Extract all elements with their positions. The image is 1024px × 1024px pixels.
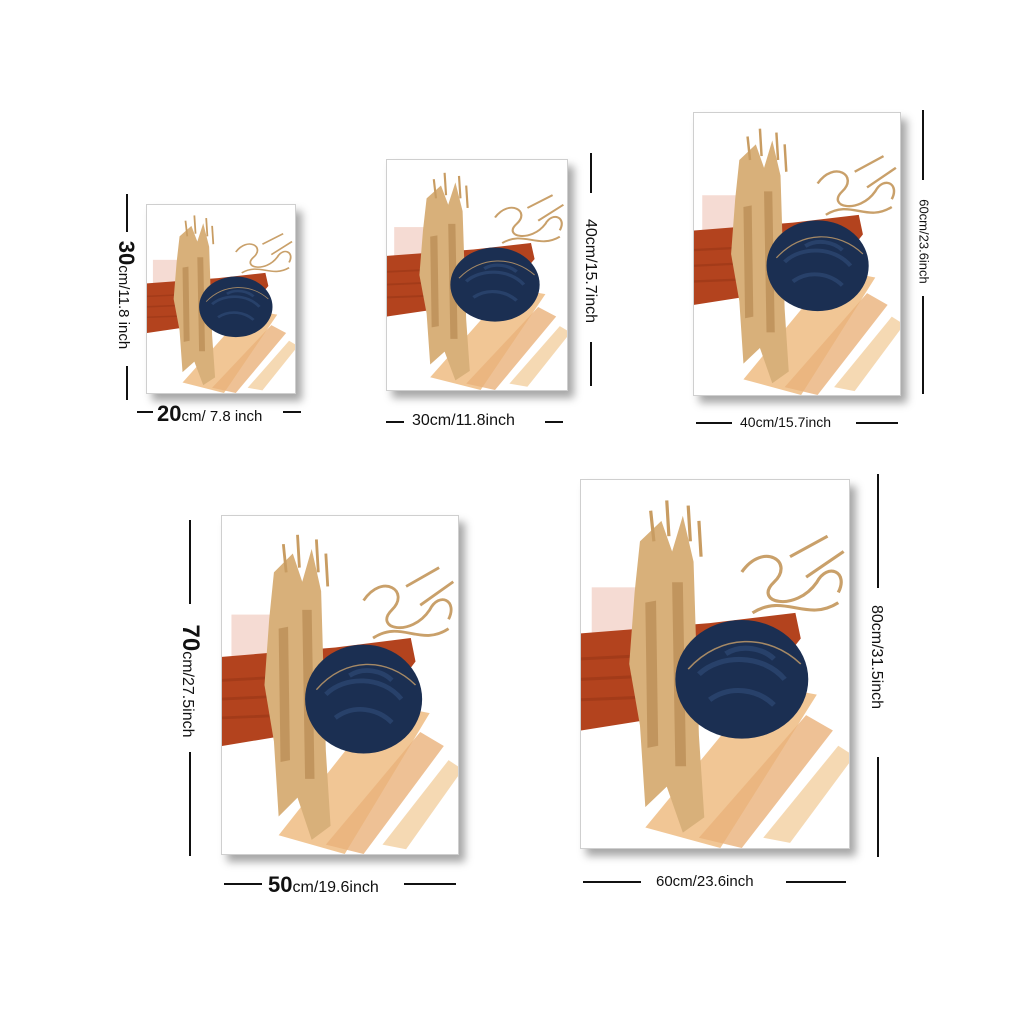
height-dimension-line	[590, 153, 592, 193]
width-dimension-line	[283, 411, 301, 413]
width-label-60x80: 60cm/23.6inch	[656, 873, 754, 890]
width-dimension-line	[224, 883, 262, 885]
height-dimension-line	[877, 474, 879, 588]
height-dimension-line	[126, 366, 128, 400]
height-dimension-line	[922, 110, 924, 180]
width-dimension-line	[545, 421, 563, 423]
poster-30x40	[386, 159, 568, 391]
artwork	[387, 170, 567, 390]
height-label-50x70: 70cm/27.5inch	[177, 624, 204, 738]
width-dimension-line	[404, 883, 456, 885]
height-label-20x30: 30cm/11.8 inch	[114, 240, 139, 350]
width-label-30x40: 30cm/11.8inch	[412, 412, 515, 429]
poster-50x70	[221, 515, 459, 855]
height-dimension-line	[922, 296, 924, 394]
height-dimension-line	[189, 520, 191, 604]
poster-20x30	[146, 204, 296, 394]
width-dimension-line	[856, 422, 898, 424]
height-dimension-line	[877, 757, 879, 857]
artwork	[694, 113, 900, 395]
artwork	[581, 480, 849, 848]
width-dimension-line	[137, 411, 153, 413]
width-dimension-line	[386, 421, 404, 423]
width-label-40x60: 40cm/15.7inch	[740, 414, 832, 430]
artwork	[147, 213, 295, 393]
height-label-60x80: 80cm/31.5inch	[868, 604, 885, 710]
height-dimension-line	[126, 194, 128, 232]
width-dimension-line	[696, 422, 732, 424]
poster-60x80	[580, 479, 850, 849]
width-dimension-line	[583, 881, 641, 883]
poster-40x60	[693, 112, 901, 396]
height-label-30x40: 40cm/15.7inch	[582, 218, 599, 324]
width-label-20x30: 20cm/ 7.8 inch	[157, 401, 263, 426]
height-dimension-line	[590, 342, 592, 386]
height-dimension-line	[189, 752, 191, 856]
width-label-50x70: 50cm/19.6inch	[268, 872, 379, 897]
width-dimension-line	[786, 881, 846, 883]
artwork	[222, 516, 458, 854]
height-label-40x60: 60cm/23.6inch	[916, 199, 932, 284]
